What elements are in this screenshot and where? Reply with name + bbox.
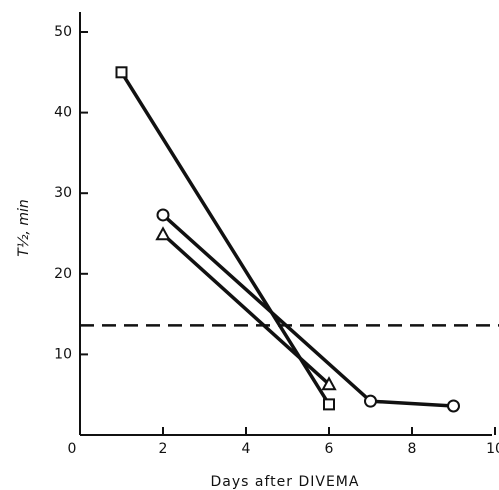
marker <box>447 399 460 413</box>
data-line <box>161 233 331 386</box>
y-axis-label: T½, min <box>16 199 32 256</box>
marker <box>323 398 335 411</box>
x-tick-label: 8 <box>408 441 417 457</box>
y-tick-label: 40 <box>54 105 72 121</box>
y-tick-label: 20 <box>54 266 72 282</box>
x-tick-label: 0 <box>68 441 77 457</box>
marker <box>364 394 377 408</box>
marker <box>321 376 337 391</box>
x-tick-label: 2 <box>159 441 168 457</box>
x-tick-label: 6 <box>325 441 334 457</box>
marker <box>156 208 170 222</box>
y-tick-label: 30 <box>54 185 72 201</box>
x-tick-label: 10 <box>486 441 499 457</box>
marker <box>155 226 171 241</box>
marker <box>115 66 128 79</box>
y-tick-label: 50 <box>54 24 72 40</box>
x-tick-label: 4 <box>242 441 251 457</box>
y-tick-label: 10 <box>54 346 72 362</box>
data-line <box>120 71 331 406</box>
x-axis-label: Days after DIVEMA <box>211 474 360 490</box>
data-line <box>161 213 454 408</box>
